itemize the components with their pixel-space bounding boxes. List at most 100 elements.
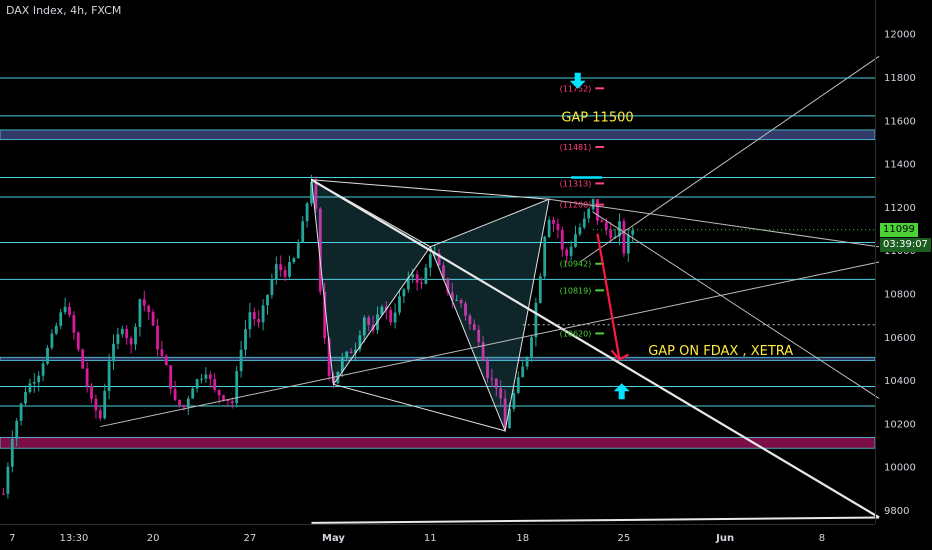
candle-body [213, 379, 217, 391]
candle-body [186, 398, 190, 408]
candle-body [15, 420, 19, 439]
x-tick-label-2: 20 [147, 533, 160, 544]
x-tick-label-8: Jun [715, 533, 734, 544]
major-downtrend-line [310, 178, 880, 519]
candle-body [406, 277, 410, 290]
x-tick-label-3: 27 [244, 533, 257, 544]
candle-body [191, 388, 195, 399]
candle-body [305, 203, 309, 222]
y-tick-label-10: 11800 [884, 73, 916, 84]
candle-body [257, 319, 261, 323]
candle-body [442, 265, 445, 279]
candle-body [525, 357, 529, 367]
candle-body [235, 371, 239, 404]
candle-body [63, 306, 67, 313]
candle-body [112, 343, 115, 362]
target-label-2: (11313) [560, 179, 592, 188]
candle-body [90, 386, 93, 399]
pattern-triangle-right [429, 198, 550, 433]
x-tick-label-6: 18 [516, 533, 529, 544]
last-price-badge: 11099 [880, 222, 918, 237]
candle-body [156, 325, 159, 350]
candle-body [587, 209, 591, 219]
candle-body [318, 208, 322, 292]
y-tick-label-7: 11200 [884, 203, 916, 214]
candle-body [103, 390, 107, 419]
target-label-6: (10620) [560, 329, 592, 338]
x-tick-label-1: 13:30 [59, 533, 88, 544]
candle-body [547, 219, 551, 237]
candle-body [24, 392, 27, 404]
candle-body [46, 347, 49, 364]
candle-body [164, 355, 168, 366]
candle-body [204, 374, 208, 379]
candle-body [508, 408, 511, 429]
channel-up-line [579, 55, 880, 263]
candle-body [37, 375, 41, 383]
candle-body [626, 234, 630, 254]
candle-body [116, 334, 120, 344]
pattern-triangle-left [310, 178, 432, 386]
candle-body [459, 299, 463, 304]
candle-body [420, 282, 423, 284]
y-tick-label-8: 11400 [884, 160, 916, 171]
candle-body [129, 338, 133, 345]
candle-body [604, 222, 608, 230]
candle-body [503, 398, 507, 429]
cyan-up-arrow [613, 383, 630, 400]
y-tick-label-9: 11600 [884, 116, 916, 127]
candle-body [19, 403, 23, 421]
pattern-xb-line [311, 179, 550, 200]
y-tick-label-0: 9800 [884, 506, 909, 517]
candle-body [384, 306, 388, 310]
x-tick-label-7: 25 [618, 533, 631, 544]
candle-body [160, 349, 164, 356]
candle-body [464, 303, 467, 316]
candle-body [538, 276, 542, 303]
candle-body [591, 199, 595, 210]
candle-body [107, 361, 111, 391]
candle-body [534, 302, 538, 338]
y-tick-label-11: 12000 [884, 30, 916, 41]
candle-body [173, 389, 177, 400]
candle-body [142, 299, 146, 306]
candle-body [138, 299, 142, 327]
candle-body [521, 366, 525, 378]
candle-body [310, 182, 313, 204]
zone-support [0, 436, 876, 449]
candle-body [239, 349, 243, 372]
candle-body [94, 398, 98, 411]
candle-body [472, 324, 476, 330]
candle-body [28, 383, 32, 393]
candle-body [68, 306, 71, 315]
candle-body [556, 223, 560, 230]
candle-body [134, 326, 137, 345]
candle-body [380, 306, 384, 315]
candle-body [389, 309, 393, 323]
target-label-3: (11200) [560, 201, 592, 210]
cyan-down-arrow [569, 72, 586, 89]
candle-body [244, 329, 247, 350]
candle-body [178, 399, 181, 405]
candle-body [85, 368, 89, 387]
x-tick-label-0: 7 [9, 533, 15, 544]
y-tick-label-5: 10800 [884, 289, 916, 300]
candle-body [292, 258, 296, 263]
candle-body [481, 342, 485, 361]
candle-body [486, 360, 489, 379]
candle-body [279, 264, 283, 271]
candle-body [411, 274, 415, 278]
candle-body [120, 328, 124, 335]
candle-body [314, 182, 318, 209]
candle-body [288, 262, 291, 277]
candle-body [147, 305, 151, 313]
candle-body [81, 349, 85, 369]
candle-body [596, 199, 599, 221]
candle-body [270, 279, 274, 295]
candle-body [230, 401, 234, 404]
candle-body [169, 365, 173, 390]
zone-gap [0, 129, 876, 141]
candle-body [340, 357, 344, 372]
target-label-0: (11752) [560, 84, 592, 93]
